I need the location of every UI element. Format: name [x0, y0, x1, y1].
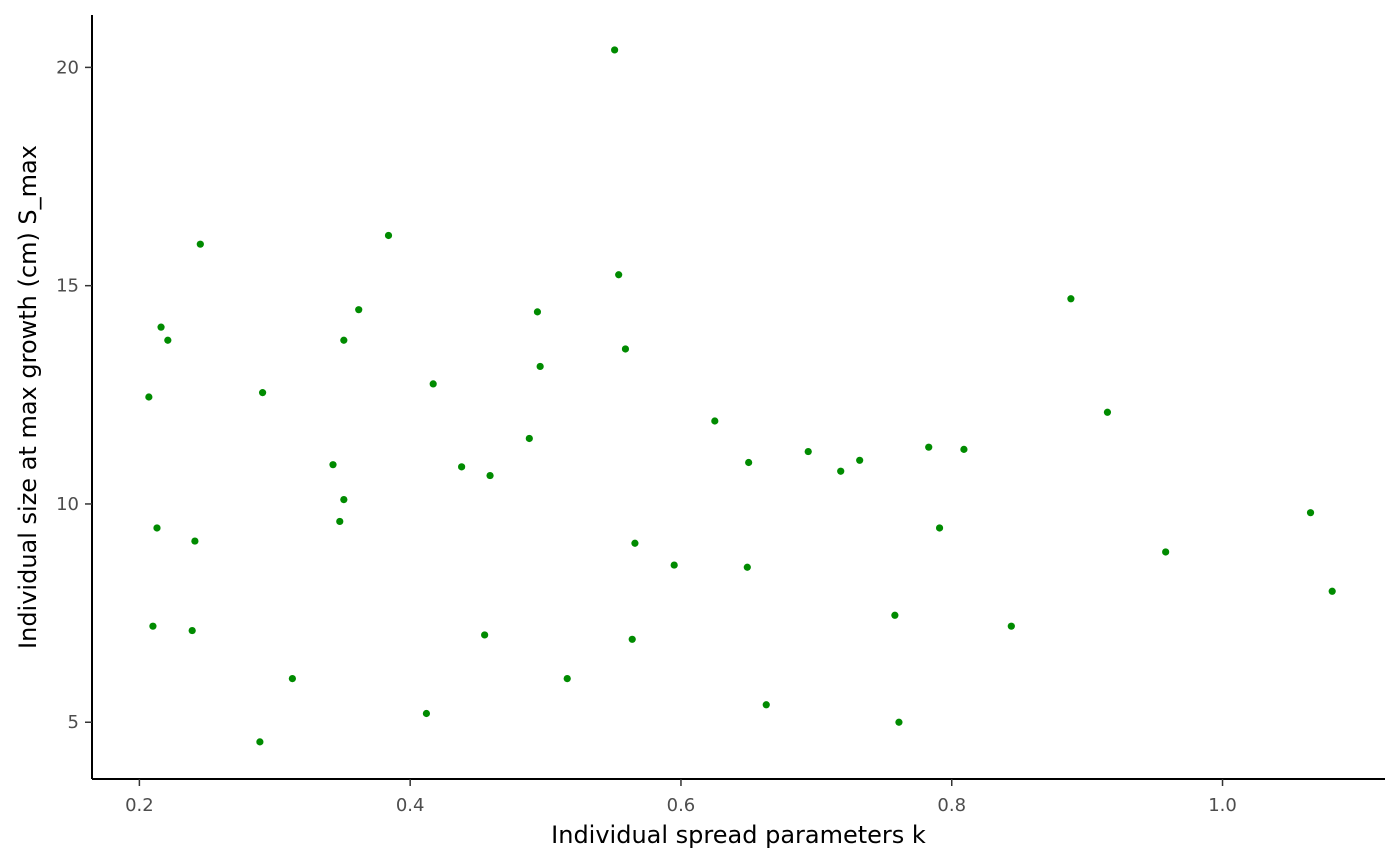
data-point: [145, 393, 153, 401]
data-point: [458, 463, 466, 471]
data-point: [481, 631, 489, 639]
data-point: [258, 389, 267, 397]
data-point: [611, 46, 619, 54]
x-tick-label: 0.6: [667, 795, 696, 816]
data-point: [153, 524, 161, 532]
y-tick-label: 15: [56, 276, 79, 297]
data-point: [196, 240, 204, 248]
data-point: [745, 458, 753, 467]
data-point: [336, 517, 344, 526]
data-point: [355, 306, 363, 314]
data-point: [429, 380, 437, 388]
data-point: [525, 434, 533, 443]
data-point: [895, 718, 903, 726]
data-point: [1007, 622, 1015, 630]
x-tick-label: 0.8: [937, 795, 966, 816]
data-point: [743, 563, 751, 571]
data-point: [486, 471, 494, 480]
x-tick-label: 0.4: [396, 795, 425, 816]
data-point: [1306, 509, 1315, 517]
data-point: [422, 709, 431, 718]
data-point: [1328, 587, 1336, 595]
data-point: [762, 701, 770, 709]
data-points: [145, 46, 1336, 746]
x-axis-title: Individual spread parameters k: [551, 821, 926, 849]
data-point: [891, 611, 899, 619]
x-axis-ticks: 0.2 0.4 0.6 0.8 1.0: [125, 779, 1237, 816]
y-tick-label: 5: [68, 712, 79, 733]
y-tick-label: 10: [56, 494, 79, 515]
data-point: [164, 336, 172, 344]
data-point: [925, 443, 933, 451]
data-point: [628, 635, 636, 643]
data-point: [256, 738, 264, 746]
data-point: [149, 622, 157, 630]
data-point: [188, 626, 196, 635]
data-point: [533, 308, 542, 316]
data-point: [191, 537, 199, 545]
data-point: [631, 539, 639, 547]
x-tick-label: 1.0: [1208, 795, 1237, 816]
data-point: [1067, 295, 1075, 303]
data-point: [536, 362, 544, 371]
y-axis-title: Individual size at max growth (cm) S_max: [14, 145, 42, 649]
data-point: [157, 323, 165, 331]
data-point: [711, 417, 719, 425]
data-point: [621, 345, 630, 353]
data-point: [563, 674, 571, 683]
data-point: [960, 445, 968, 453]
y-tick-label: 20: [56, 57, 79, 78]
data-point: [1162, 548, 1170, 556]
data-point: [384, 231, 393, 240]
data-point: [329, 461, 337, 469]
data-point: [804, 447, 812, 456]
data-point: [288, 674, 296, 683]
data-point: [340, 495, 348, 504]
data-point: [1103, 408, 1112, 416]
data-point: [615, 271, 623, 279]
data-point: [935, 524, 944, 532]
x-tick-label: 0.2: [125, 795, 154, 816]
data-point: [670, 561, 678, 569]
y-axis-ticks: 5 10 15 20: [56, 57, 92, 733]
data-point: [340, 336, 348, 344]
data-point: [856, 456, 864, 464]
data-point: [837, 467, 845, 475]
